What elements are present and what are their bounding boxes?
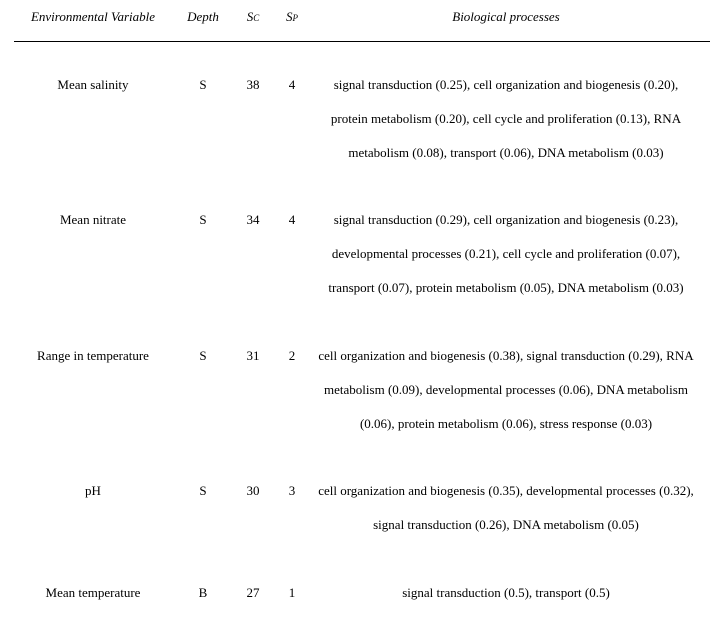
header-sp-subscript: P — [292, 13, 299, 23]
cell-depth: S — [199, 77, 207, 92]
header-rule — [14, 41, 710, 42]
cell-biological-processes: cell organization and biogenesis (0.38),… — [318, 348, 694, 431]
table-row: Mean salinity S 38 4 signal transduction… — [0, 68, 712, 202]
cell-variable: Mean salinity — [57, 77, 129, 92]
cell-sc: 27 — [246, 585, 260, 600]
cell-biological-processes: signal transduction (0.29), cell organiz… — [328, 212, 684, 295]
header-depth: Depth — [187, 9, 219, 24]
cell-sc: 31 — [246, 348, 260, 363]
header-sc-subscript: C — [253, 13, 260, 23]
cell-biological-processes: signal transduction (0.25), cell organiz… — [330, 77, 682, 160]
cell-sc: 34 — [246, 212, 260, 227]
cell-sc: 30 — [246, 483, 260, 498]
cell-sp: 4 — [288, 212, 296, 227]
cell-variable: pH — [85, 483, 101, 498]
cell-depth: S — [199, 348, 207, 363]
header-environmental-variable: Environmental Variable — [30, 9, 156, 24]
cell-sp: 1 — [288, 585, 296, 600]
table-row: Range in temperature S 31 2 cell organiz… — [0, 339, 712, 473]
cell-biological-processes: signal transduction (0.5), transport (0.… — [402, 585, 610, 600]
header-sc-main: S — [246, 9, 254, 24]
cell-variable: Mean nitrate — [59, 212, 127, 227]
table-row: pH S 30 3 cell organization and biogenes… — [0, 474, 712, 574]
cell-depth: B — [198, 585, 208, 600]
table-row: Mean temperature B 27 1 signal transduct… — [0, 576, 712, 610]
cell-sp: 2 — [288, 348, 296, 363]
table-header: Environmental Variable Depth SC SP Biolo… — [0, 0, 712, 41]
cell-sp: 4 — [288, 77, 296, 92]
header-biological-processes: Biological processes — [452, 9, 560, 24]
header-sp-main: S — [286, 9, 293, 24]
cell-biological-processes: cell organization and biogenesis (0.35),… — [318, 483, 694, 532]
cell-depth: S — [199, 212, 207, 227]
cell-depth: S — [199, 483, 207, 498]
cell-sc: 38 — [246, 77, 260, 92]
header-sp: SP — [276, 8, 308, 27]
cell-variable: Mean temperature — [45, 585, 141, 600]
cell-variable: Range in temperature — [37, 348, 149, 363]
cell-sp: 3 — [288, 483, 296, 498]
header-sc: SC — [236, 8, 270, 27]
table-row: Mean nitrate S 34 4 signal transduction … — [0, 203, 712, 337]
